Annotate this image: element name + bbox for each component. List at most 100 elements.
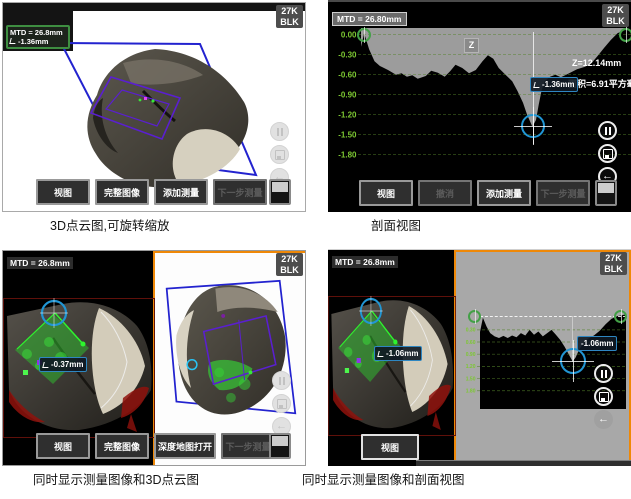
axis-tick-label: 0.00: [341, 30, 357, 39]
mtd-value: MTD = 26.8mm: [10, 28, 63, 37]
mtd-readout: MTD = 26.8mm: [332, 256, 398, 268]
measure-outline-outer: [89, 76, 182, 141]
save-button[interactable]: [594, 387, 613, 406]
caption-profile: 剖面视图: [371, 219, 422, 233]
back-arrow-icon: ←: [602, 170, 613, 182]
cursor-vertical-line: [572, 316, 573, 362]
side-controls: ←: [270, 122, 289, 187]
rock-bright-edge: [176, 310, 194, 388]
pointcloud-3d-view[interactable]: [155, 253, 305, 448]
badge-line1: 27K: [607, 5, 624, 15]
rock-edge-line: [100, 311, 128, 409]
profile-endpoint-left[interactable]: [357, 27, 371, 43]
active-cursor-purple[interactable]: [356, 358, 361, 363]
bounding-quad: [165, 279, 297, 415]
measurement-image-view[interactable]: [328, 296, 456, 436]
badge-line2: BLK: [604, 263, 623, 274]
mtd-readout: MTD = 26.8mm: [7, 257, 73, 269]
axis-tick-label: -1.80: [338, 150, 357, 159]
brightness-badge: 27K BLK: [276, 253, 303, 276]
measure-endpoint[interactable]: [80, 341, 86, 347]
brightness-badge: 27K BLK: [276, 5, 303, 28]
axis-tick-label: -1.80: [466, 388, 476, 394]
depth-cursor[interactable]: [514, 107, 552, 145]
view-button[interactable]: 视图: [36, 433, 90, 459]
axis-tick-label: -1.50: [338, 130, 357, 139]
back-arrow-icon: ←: [598, 413, 609, 425]
save-icon: [598, 391, 609, 402]
depth-red-streak: [127, 414, 137, 432]
axis-tick-label: -1.20: [338, 110, 357, 119]
side-controls: ←: [594, 364, 613, 429]
split-screen-toggle-icon[interactable]: [269, 433, 291, 459]
view-button[interactable]: 视图: [361, 434, 419, 460]
rock-highlight: [123, 59, 203, 85]
back-button[interactable]: ←: [594, 410, 613, 429]
next-measure-button: 下一步测量: [213, 179, 267, 205]
depth-measure-icon: [533, 81, 541, 88]
pause-button: [272, 371, 291, 390]
save-button[interactable]: [598, 144, 617, 163]
brightness-badge: 27K BLK: [600, 252, 627, 275]
panel-split-image-profile: MTD = 26.8mm -1.06mm -0.30 -0.60 -0.90 -1.2…: [328, 249, 631, 466]
back-arrow-icon: ←: [274, 171, 285, 183]
profile-endpoint-right[interactable]: [619, 27, 631, 43]
next-measure-button: 下一步测量: [536, 180, 590, 206]
measure-divider: [238, 319, 246, 381]
split-screen-toggle-icon[interactable]: [269, 179, 291, 205]
depth-tag: -1.06mm: [577, 336, 618, 351]
cursor-marker-magenta: [144, 97, 147, 100]
cursor-cyan[interactable]: [186, 359, 198, 371]
save-icon: [274, 149, 285, 160]
top-strip: [3, 3, 305, 11]
measure-outline-inner: [104, 89, 170, 127]
add-measure-button[interactable]: 添加测量: [154, 179, 208, 205]
depth-tag: -0.37mm: [39, 357, 88, 372]
marker-green-square: [23, 370, 28, 375]
split-screen-toggle-icon[interactable]: [595, 180, 617, 206]
measure-endpoint[interactable]: [393, 339, 398, 345]
pointcloud-3d-view[interactable]: [3, 3, 306, 212]
profile-endpoint-right[interactable]: [614, 309, 627, 324]
partial-button-row: [416, 460, 631, 466]
add-measure-button[interactable]: 添加测量: [477, 180, 531, 206]
z-axis-marker: Z: [464, 38, 479, 53]
badge-line2: BLK: [280, 264, 299, 275]
axis-tick-label: -0.90: [466, 352, 476, 358]
mtd-readout: MTD = 26.8mm -1.36mm: [6, 25, 70, 49]
depth-measure-icon: [377, 350, 385, 357]
panel-split-image-pointcloud: MTD = 26.8mm -0.37mm: [2, 250, 306, 466]
bottom-button-bar: 视图 完整图像 深度地图打开 下一步测量: [36, 433, 275, 459]
depth-tag: -1.06mm: [374, 346, 423, 361]
side-controls: ←: [598, 121, 617, 186]
depth-cursor[interactable]: [552, 340, 594, 382]
view-button[interactable]: 视图: [359, 180, 413, 206]
depth-red-patch: [121, 386, 149, 418]
rock-highlight: [215, 287, 278, 313]
pause-button[interactable]: [594, 364, 613, 383]
axis-tick-label: -0.30: [466, 328, 476, 334]
axis-tick-label: -1.20: [466, 364, 476, 370]
side-controls: ←: [272, 371, 291, 436]
full-image-button[interactable]: 完整图像: [95, 433, 149, 459]
full-image-button[interactable]: 完整图像: [95, 179, 149, 205]
bottom-button-bar: 视图 撤消 添加测量 下一步测量: [359, 180, 590, 206]
save-button: [272, 394, 291, 413]
pause-icon: [600, 369, 607, 378]
view-button[interactable]: 视图: [36, 179, 90, 205]
z-length-annotation: Z=12.14mm: [572, 58, 622, 68]
profile-chart[interactable]: 0.00 -0.30 -0.60 -0.90 -1.20 -1.50 -1.80: [328, 28, 631, 182]
depth-measure-icon: [42, 361, 50, 368]
depth-measure-icon: [9, 38, 17, 44]
brightness-badge: 27K BLK: [602, 4, 629, 27]
badge-line2: BLK: [280, 16, 299, 27]
pause-button[interactable]: [598, 121, 617, 140]
depth-tag-value: -1.36mm: [542, 80, 575, 89]
cursor-marker-green2: [138, 98, 142, 102]
rock-bright-area: [172, 129, 240, 184]
caption-split-profile: 同时显示测量图像和剖面视图: [302, 473, 465, 487]
depth-map-button[interactable]: 深度地图打开: [154, 433, 216, 459]
next-measure-button: 下一步测量: [221, 433, 275, 459]
profile-endpoint-left[interactable]: [468, 309, 481, 324]
